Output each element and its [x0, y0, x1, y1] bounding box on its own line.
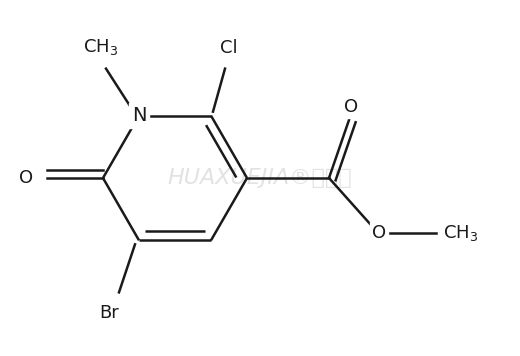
Text: N: N: [132, 106, 146, 125]
Text: Cl: Cl: [220, 39, 238, 57]
Text: Br: Br: [99, 304, 119, 322]
Text: CH$_3$: CH$_3$: [443, 223, 478, 243]
Text: O: O: [344, 98, 358, 116]
Text: HUAXUEJIA®化学加: HUAXUEJIA®化学加: [167, 168, 353, 188]
Text: O: O: [19, 169, 33, 187]
Text: CH$_3$: CH$_3$: [83, 37, 119, 57]
Text: O: O: [372, 224, 386, 242]
